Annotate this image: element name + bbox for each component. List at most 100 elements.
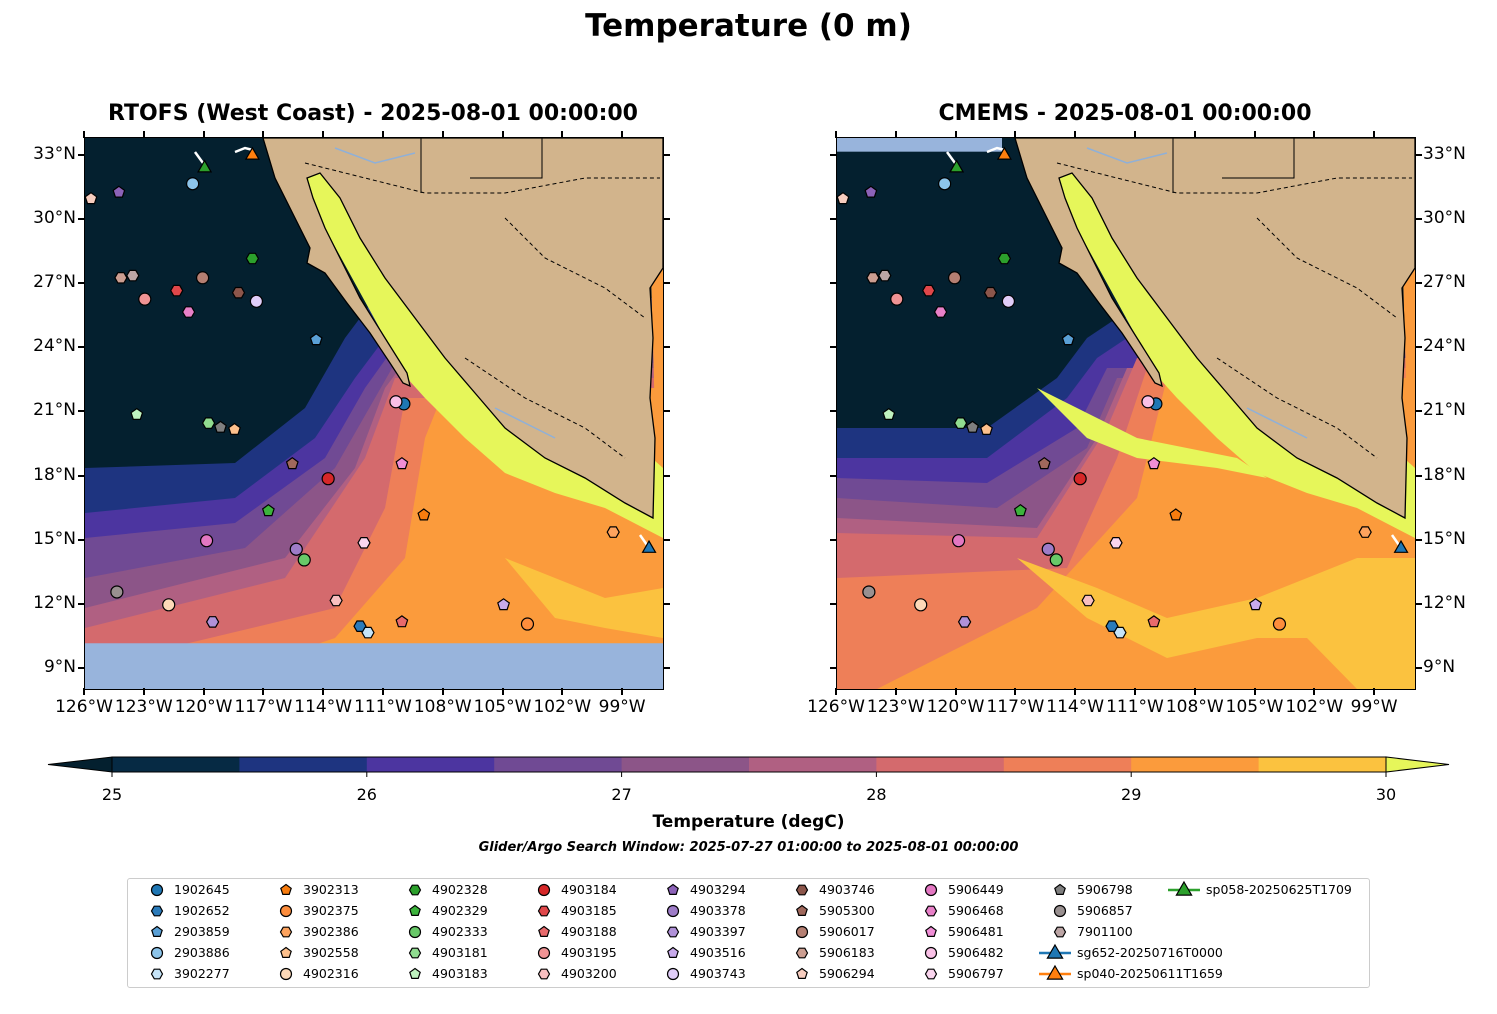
tick-mark (1415, 474, 1422, 477)
rtofs-marker-4903294 (112, 185, 126, 198)
lon-tick-label: 126°W (807, 697, 865, 717)
hexagon-marker-icon (795, 884, 809, 896)
cmems-marker-4902329 (1013, 503, 1027, 517)
lon-tick-label: 102°W (1285, 697, 1344, 717)
legend-item-5906797: 5906797 (924, 964, 1004, 984)
hexagon-marker-icon (408, 947, 422, 959)
cmems-marker-sg652-20250716T0000 (1393, 539, 1409, 553)
legend-label: 2903886 (174, 945, 230, 960)
state-border (464, 357, 626, 459)
cmems-marker-4903200 (1081, 594, 1095, 607)
legend-label: 4903200 (561, 966, 617, 981)
pentagon-marker-icon (151, 925, 163, 937)
colorbar-over-extend (1385, 756, 1450, 773)
lat-tick-label: 9°N (43, 656, 76, 677)
legend-item-4903746: 4903746 (795, 880, 875, 900)
rtofs-marker-4902333 (297, 553, 311, 567)
legend-item-4903294: 4903294 (667, 880, 746, 900)
legend-item-3902386: 3902386 (279, 922, 359, 942)
legend-item-4903195: 4903195 (537, 943, 617, 963)
cmems-marker-sp040-20250611T1659 (996, 146, 1012, 160)
pentagon-marker-icon (280, 946, 292, 958)
legend-item-5906017: 5906017 (795, 922, 875, 942)
colorbar-segment (621, 757, 750, 772)
hexagon-marker-icon (279, 926, 293, 938)
rtofs-marker-3902375 (520, 617, 535, 631)
legend-label: 4903746 (819, 882, 875, 897)
pentagon-marker (796, 967, 808, 979)
cmems-map-svg (836, 137, 1416, 689)
lat-tick-label: 12°N (1423, 592, 1466, 613)
lon-tick-label: 114°W (1046, 697, 1105, 717)
legend-item-7901100: 7901100 (1053, 922, 1133, 942)
cmems-marker-5906183 (866, 272, 880, 284)
rtofs-marker-7901100 (126, 269, 140, 282)
hexagon-marker (408, 947, 422, 959)
colorbar-segment (1258, 757, 1387, 772)
legend-item-5906481: 5906481 (925, 922, 1004, 942)
rtofs-marker-5906798 (214, 420, 227, 433)
pentagon-marker (280, 883, 292, 895)
tick-mark (830, 410, 837, 413)
rtofs-marker-2903859 (309, 333, 323, 346)
lon-tick-label: 105°W (1225, 697, 1284, 717)
legend-label: 5906857 (1077, 903, 1133, 918)
state-border (1216, 357, 1378, 459)
legend-label: 5906482 (948, 945, 1004, 960)
hexagon-marker-icon (537, 905, 551, 917)
tick-mark (322, 688, 325, 695)
pentagon-marker (667, 883, 679, 895)
legend-label: 1902652 (174, 903, 230, 918)
tick-mark (561, 131, 564, 138)
tick-mark (663, 666, 670, 669)
legend-label: 4903181 (432, 945, 488, 960)
legend-item-3902375: 3902375 (279, 901, 359, 921)
state-border (1256, 217, 1398, 319)
cmems-marker-4903378 (1041, 542, 1055, 556)
legend-item-4903397: 4903397 (666, 922, 746, 942)
pentagon-marker (409, 904, 421, 916)
tick-mark (441, 131, 444, 138)
hexagon-marker-icon (1053, 926, 1067, 938)
river (334, 147, 416, 164)
lat-tick-label: 15°N (33, 528, 76, 549)
tick-mark (663, 410, 670, 413)
legend-item-2903886: 2903886 (150, 943, 230, 963)
circle-marker (279, 967, 293, 981)
tick-mark (78, 218, 85, 221)
tick-mark (1014, 688, 1017, 695)
colorbar-segment (876, 757, 1005, 772)
lon-tick-label: 123°W (114, 697, 173, 717)
warm-band (1017, 558, 1415, 689)
tick-mark (1253, 688, 1256, 695)
tick-mark (1415, 218, 1422, 221)
circle-marker-icon (924, 946, 938, 960)
tick-mark (1415, 153, 1422, 156)
colorbar-tick-label: 25 (101, 785, 123, 804)
rtofs-map (84, 137, 664, 690)
rtofs-marker-5906449 (199, 534, 214, 548)
hexagon-marker-icon (150, 968, 164, 980)
tick-mark (830, 602, 837, 605)
colorbar-tick-label: 27 (611, 785, 632, 804)
rtofs-marker-3902277 (361, 626, 375, 639)
legend-item-5906482: 5906482 (924, 943, 1004, 963)
legend-label: 5906183 (819, 945, 875, 960)
legend-label: 4902316 (303, 966, 359, 981)
colorbar (47, 756, 1450, 777)
tick-mark (1133, 131, 1136, 138)
cmems-map (836, 137, 1416, 690)
lat-tick-label: 30°N (1423, 208, 1466, 229)
legend-item-5906798: 5906798 (1054, 880, 1133, 900)
cmems-marker-4902328 (997, 252, 1012, 265)
hexagon-marker (150, 905, 164, 917)
hexagon-marker (1053, 926, 1067, 938)
lat-tick-label: 12°N (33, 592, 76, 613)
no-data-region (837, 138, 1002, 152)
hexagon-marker-icon (408, 884, 422, 896)
land (262, 137, 664, 520)
pentagon-marker-icon (796, 904, 808, 916)
rtofs-marker-4903185 (170, 284, 184, 297)
circle-marker (150, 946, 164, 960)
triangle-marker (1175, 880, 1193, 896)
